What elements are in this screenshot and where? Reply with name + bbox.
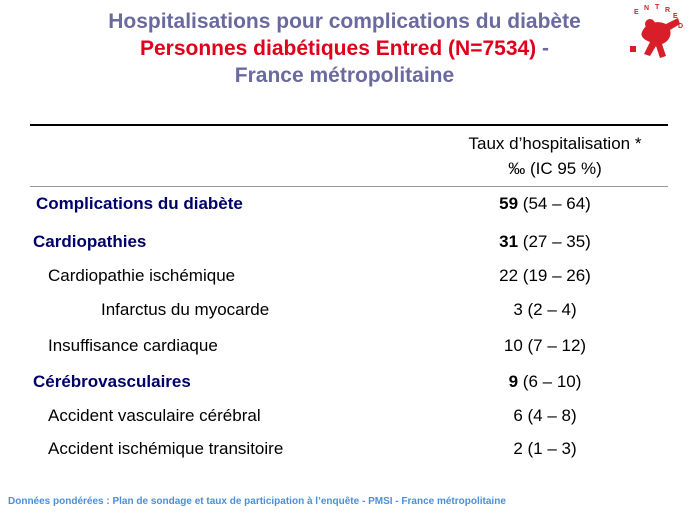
column-header-rate: Taux d’hospitalisation * <box>468 134 642 153</box>
svg-text:N: N <box>644 5 649 12</box>
subtitle-population: Personnes diabétiques Entred (N=7534) <box>139 37 537 60</box>
svg-text:T: T <box>655 4 660 11</box>
table-row: Complications du diabète 59 (54 – 64) <box>0 191 689 217</box>
svg-text:E: E <box>634 9 639 16</box>
table-row: Cardiopathie ischémique 22 (19 – 26) <box>0 263 689 289</box>
row-value: 22 (19 – 26) <box>499 266 591 285</box>
table-row: Accident ischémique transitoire 2 (1 – 3… <box>0 436 689 462</box>
svg-text:R: R <box>665 7 670 14</box>
row-label: Cardiopathies <box>33 232 147 251</box>
table-row: Infarctus du myocarde 3 (2 – 4) <box>0 297 689 323</box>
svg-text:D: D <box>678 23 683 30</box>
slide-region: France métropolitaine <box>234 64 455 87</box>
row-label: Cérébrovasculaires <box>33 372 191 391</box>
row-label: Accident vasculaire cérébral <box>48 406 261 425</box>
footer-note: Données pondérées : Plan de sondage et t… <box>8 496 506 507</box>
table-row: Cérébrovasculaires 9 (6 – 10) <box>0 369 689 395</box>
row-value: 31 (27 – 35) <box>499 232 591 251</box>
row-label: Infarctus du myocarde <box>101 300 270 319</box>
row-label: Accident ischémique transitoire <box>48 439 284 458</box>
row-value: 6 (4 – 8) <box>513 406 577 425</box>
row-label: Complications du diabète <box>36 194 243 213</box>
svg-text:E: E <box>673 13 678 20</box>
table-row: Cardiopathies 31 (27 – 35) <box>0 229 689 255</box>
row-label: Insuffisance cardiaque <box>48 336 218 355</box>
column-header-unit: ‰ (IC 95 %) <box>508 159 602 178</box>
table-row: Insuffisance cardiaque 10 (7 – 12) <box>0 333 689 359</box>
row-value: 10 (7 – 12) <box>503 336 587 355</box>
table-header-rule <box>30 186 668 187</box>
slide-subtitle: Personnes diabétiques Entred (N=7534) - <box>0 35 689 62</box>
row-value: 59 (54 – 64) <box>499 194 591 213</box>
subtitle-dash: - <box>536 37 550 60</box>
slide-title: Hospitalisations pour complications du d… <box>108 10 581 33</box>
row-value: 9 (6 – 10) <box>508 372 582 391</box>
entred-logo: E N T R E D <box>630 4 683 58</box>
row-label: Cardiopathie ischémique <box>48 266 236 285</box>
row-value: 2 (1 – 3) <box>513 439 577 458</box>
table-row: Accident vasculaire cérébral 6 (4 – 8) <box>0 403 689 429</box>
row-value: 3 (2 – 4) <box>513 300 577 319</box>
table-top-rule <box>30 124 668 126</box>
